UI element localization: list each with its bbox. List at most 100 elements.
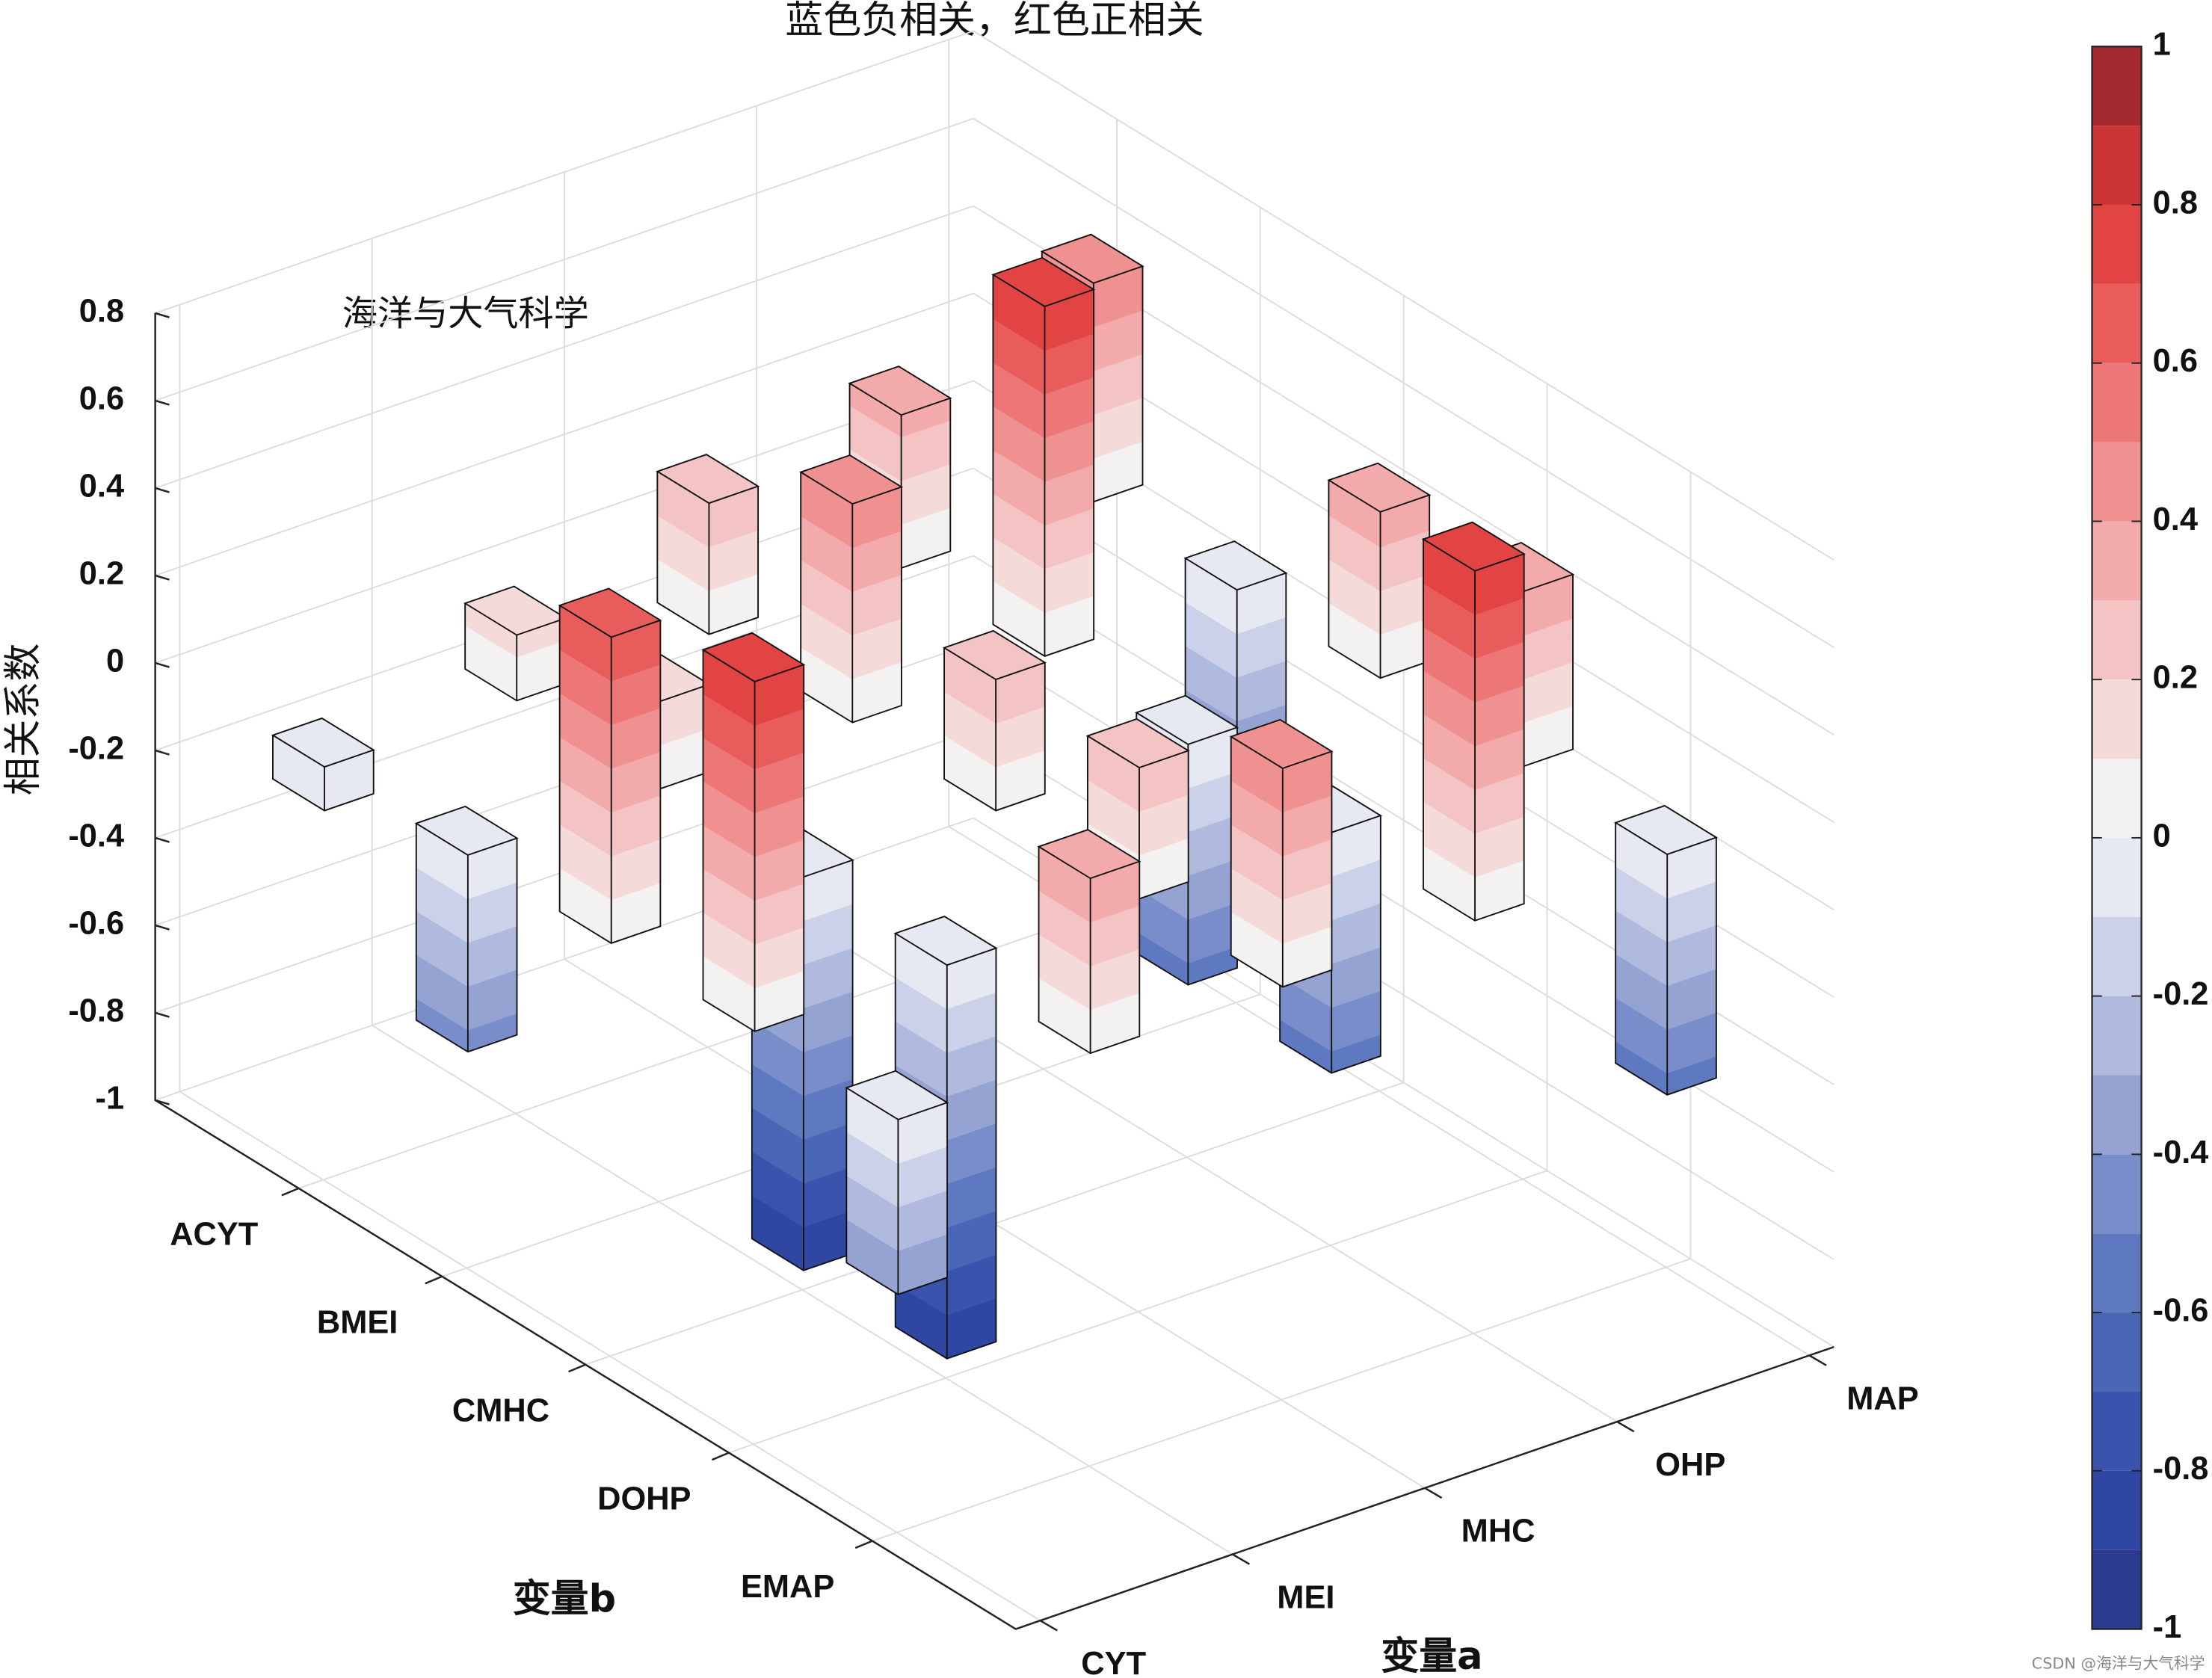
z-tick	[155, 312, 170, 318]
bar-top	[1183, 540, 1288, 591]
y-axis-label: 变量b	[513, 1577, 616, 1621]
colorbar-tick-label: 0.2	[2153, 660, 2198, 696]
chart-title: 蓝色负相关，红色正相关	[785, 0, 1204, 43]
colorbar-tick-label: -0.4	[2153, 1135, 2209, 1170]
bar	[1037, 829, 1142, 1055]
z-tick	[155, 399, 170, 406]
bar	[750, 827, 854, 1271]
colorbar-band	[2092, 283, 2142, 363]
y-tick	[711, 1452, 730, 1461]
y-tick-label: BMEI	[317, 1304, 398, 1340]
y-tick-label: CMHC	[452, 1392, 549, 1428]
colorbar-band	[2092, 1391, 2142, 1471]
bar	[799, 454, 904, 724]
bar	[942, 629, 1047, 812]
x-tick-label: OHP	[1655, 1447, 1725, 1483]
x-tick	[1616, 1421, 1635, 1433]
x-tick-label: MEI	[1277, 1579, 1334, 1615]
z-tick-label: -0.8	[68, 993, 124, 1028]
colorbar-band	[2092, 600, 2142, 680]
z-tick-label: 0.8	[79, 293, 124, 329]
bar	[463, 585, 568, 702]
y-tick	[568, 1363, 586, 1373]
y-tick	[854, 1540, 873, 1549]
colorbar-band	[2092, 759, 2142, 838]
z-tick	[155, 924, 170, 931]
z-tick-label: -0.2	[68, 730, 124, 766]
colorbar-band	[2092, 1313, 2142, 1392]
annotation: 海洋与大气科学	[342, 294, 589, 335]
bar	[271, 717, 375, 812]
x-tick	[1808, 1354, 1827, 1366]
colorbar-tick-label: 0	[2153, 818, 2171, 854]
grid-line	[948, 39, 1810, 1357]
colorbar-band	[2092, 442, 2142, 522]
colorbar-band	[2092, 1154, 2142, 1234]
bar	[701, 632, 806, 1032]
bar	[1327, 462, 1432, 679]
bar	[558, 587, 662, 944]
colorbar-tick-label: 0.4	[2153, 502, 2198, 537]
z-tick	[155, 1011, 170, 1018]
z-axis-label: 相关系数	[1, 644, 46, 796]
z-tick-label: -0.4	[68, 818, 124, 854]
bar	[893, 916, 998, 1360]
bar	[1421, 521, 1526, 922]
z-tick-label: -1	[96, 1080, 125, 1116]
colorbar-tick-label: 0.8	[2153, 185, 2198, 220]
y-tick	[425, 1275, 443, 1285]
colorbar-tick-label: 1	[2153, 27, 2171, 63]
x-tick-label: MAP	[1846, 1381, 1918, 1416]
x-tick	[1039, 1620, 1058, 1632]
y-tick	[281, 1187, 299, 1197]
colorbar-band	[2092, 996, 2142, 1076]
z-tick-label: 0.6	[79, 380, 124, 416]
z-tick-label: 0.4	[79, 468, 124, 504]
watermark: CSDN @海洋与大气科学	[2032, 1655, 2205, 1673]
colorbar-band	[2092, 1470, 2142, 1550]
z-tick	[155, 574, 170, 581]
colorbar-band	[2092, 126, 2142, 205]
colorbar-tick-label: -0.8	[2153, 1451, 2209, 1487]
colorbar-tick-label: -1	[2153, 1609, 2182, 1645]
colorbar-band	[2092, 679, 2142, 759]
bar	[1613, 804, 1719, 1096]
z-tick-label: -0.6	[68, 905, 124, 941]
x-tick	[1232, 1553, 1251, 1565]
grid-line	[872, 472, 1692, 1542]
x-tick-label: MHC	[1461, 1514, 1535, 1549]
z-tick-label: 0	[106, 643, 124, 679]
grid-line	[442, 207, 1261, 1277]
y-tick-label: ACYT	[170, 1216, 259, 1252]
colorbar-band	[2092, 363, 2142, 442]
colorbar-tick-label: 0.6	[2153, 343, 2198, 379]
x-axis-label: 变量a	[1381, 1635, 1482, 1678]
y-tick-label: EMAP	[741, 1569, 834, 1605]
colorbar-band	[2092, 46, 2142, 126]
bar	[414, 805, 519, 1053]
bar	[845, 1070, 949, 1295]
z-tick	[155, 749, 170, 756]
z-tick-label: 0.2	[79, 555, 124, 591]
z-tick	[155, 487, 170, 493]
colorbar-tick-label: -0.6	[2153, 1293, 2209, 1329]
bar	[1229, 718, 1334, 988]
x-tick	[1424, 1487, 1443, 1499]
colorbar-band	[2092, 521, 2142, 601]
z-tick	[155, 661, 170, 668]
colorbar-band	[2092, 1075, 2142, 1155]
colorbar-band	[2092, 837, 2142, 917]
z-tick	[155, 836, 170, 843]
x-tick-label: CYT	[1081, 1646, 1146, 1678]
colorbar-band	[2092, 1233, 2142, 1313]
colorbar-band	[2092, 204, 2142, 284]
y-tick-label: DOHP	[597, 1481, 691, 1517]
colorbar-band	[2092, 1549, 2142, 1629]
colorbar-tick-label: -0.2	[2153, 976, 2209, 1012]
bar	[656, 454, 760, 635]
bar	[991, 256, 1096, 657]
axis-line	[154, 312, 1834, 1630]
colorbar-band	[2092, 916, 2142, 996]
